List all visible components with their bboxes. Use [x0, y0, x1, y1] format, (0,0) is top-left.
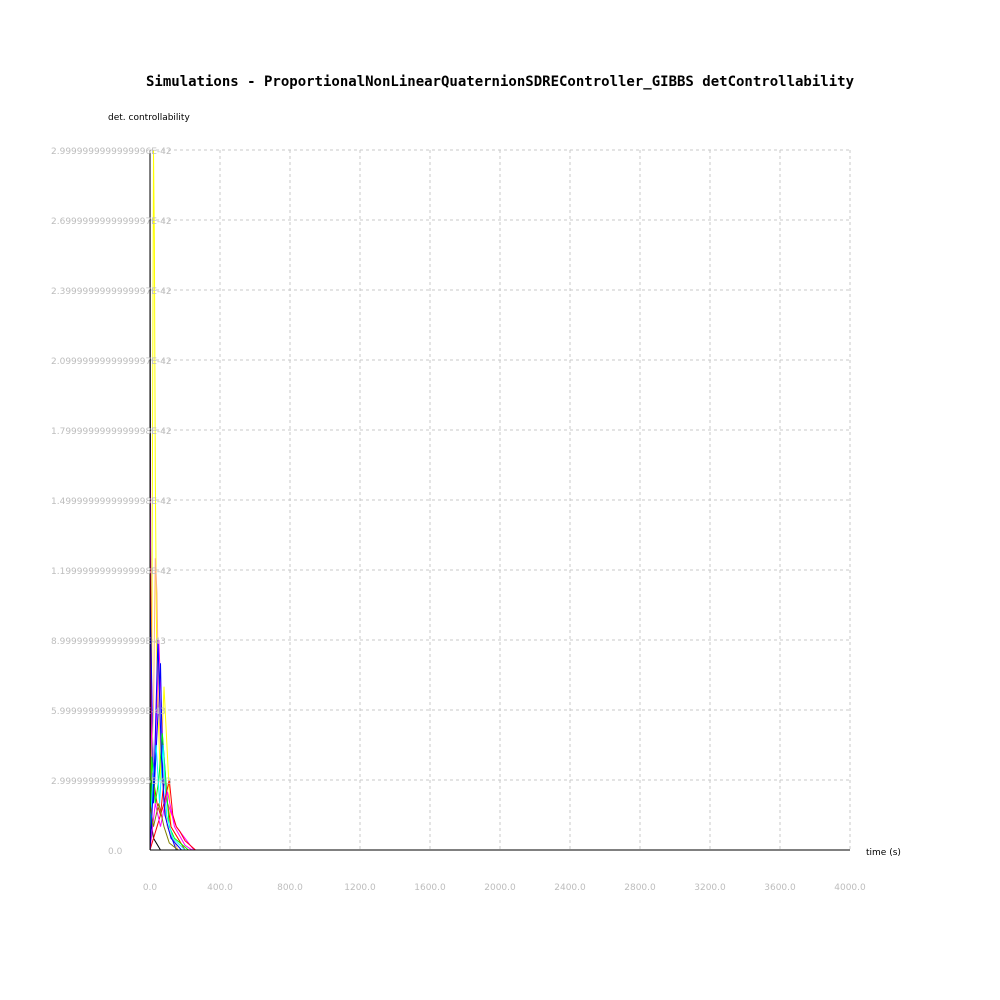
- series-line-sim-8: [149, 744, 780, 851]
- x-tick-label: 0.0: [143, 883, 158, 893]
- y-tick-label: 2.0999999999999997E-42: [51, 357, 172, 367]
- series-line-sim-9: [149, 779, 780, 851]
- series-line-sim-10: [149, 791, 780, 851]
- series-line-sim-7: [149, 733, 780, 851]
- x-tick-label: 4000.0: [834, 883, 866, 893]
- x-tick-label: 800.0: [277, 883, 303, 893]
- y-tick-label: 1.4999999999999998E-42: [51, 497, 172, 507]
- tick-labels: 0.0 400.0 800.0 1200.0 1600.0 2000.0 2400.0 280…: [51, 147, 866, 893]
- series-line-sim-11: [149, 803, 780, 851]
- series-line-sim-6: [149, 558, 780, 851]
- x-tick-label: 2000.0: [484, 883, 516, 893]
- x-tick-label: 3200.0: [694, 883, 726, 893]
- series-line-sim-5: [149, 593, 780, 851]
- y-tick-label: 1.1999999999999998E-42: [51, 567, 172, 577]
- y-axis-label: det. controllability: [108, 113, 190, 123]
- chart-title: Simulations - ProportionalNonLinearQuate…: [146, 74, 855, 90]
- y-tick-label: 1.7999999999999998E-42: [51, 427, 172, 437]
- x-tick-label: 3600.0: [764, 883, 796, 893]
- y-tick-label: 2.3999999999999997E-42: [51, 287, 172, 297]
- y-tick-label: 5.999999999999999E-43: [51, 707, 166, 717]
- x-tick-label: 2400.0: [554, 883, 586, 893]
- series-line-sim-4: [149, 546, 780, 851]
- x-tick-label: 1200.0: [344, 883, 376, 893]
- x-axis-label: time (s): [866, 848, 901, 858]
- y-tick-label: 2.6999999999999997E-42: [51, 217, 172, 227]
- y-tick-label: 2.9999999999999995E-43: [51, 777, 172, 787]
- y-tick-label: 0.0: [108, 847, 123, 857]
- y-tick-label: 8.999999999999999E-43: [51, 637, 166, 647]
- grid: [150, 149, 851, 850]
- series-line-sim-12: [149, 639, 780, 851]
- x-tick-label: 400.0: [207, 883, 233, 893]
- x-tick-label: 2800.0: [624, 883, 656, 893]
- y-tick-label: 2.9999999999999996E-42: [51, 147, 172, 157]
- x-tick-label: 1600.0: [414, 883, 446, 893]
